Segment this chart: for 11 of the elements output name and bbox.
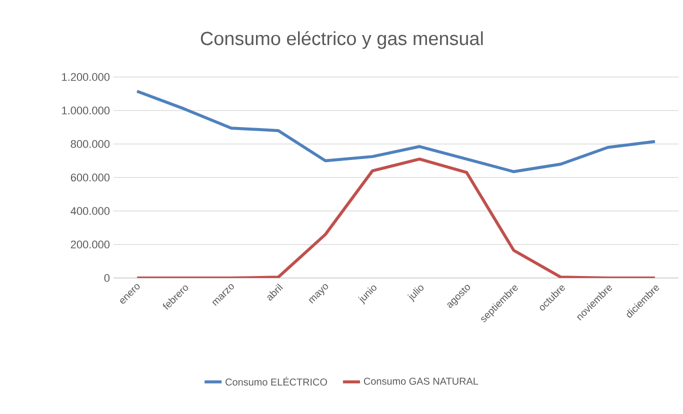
y-tick-label: 600.000 bbox=[70, 174, 110, 182]
chart-title: Consumo eléctrico y gas mensual bbox=[200, 31, 483, 49]
legend-label: Consumo ELÉCTRICO bbox=[226, 376, 328, 386]
y-tick-label: 800.000 bbox=[70, 140, 110, 148]
y-tick-label: 200.000 bbox=[70, 240, 110, 248]
y-tick-label: 400.000 bbox=[70, 207, 110, 215]
line-series bbox=[136, 90, 656, 174]
y-tick-label: 0 bbox=[104, 274, 110, 282]
y-tick-label: 1.200.000 bbox=[62, 73, 110, 81]
legend-label: Consumo GAS NATURAL bbox=[364, 378, 478, 385]
y-tick-label: 1.000.000 bbox=[62, 106, 110, 114]
